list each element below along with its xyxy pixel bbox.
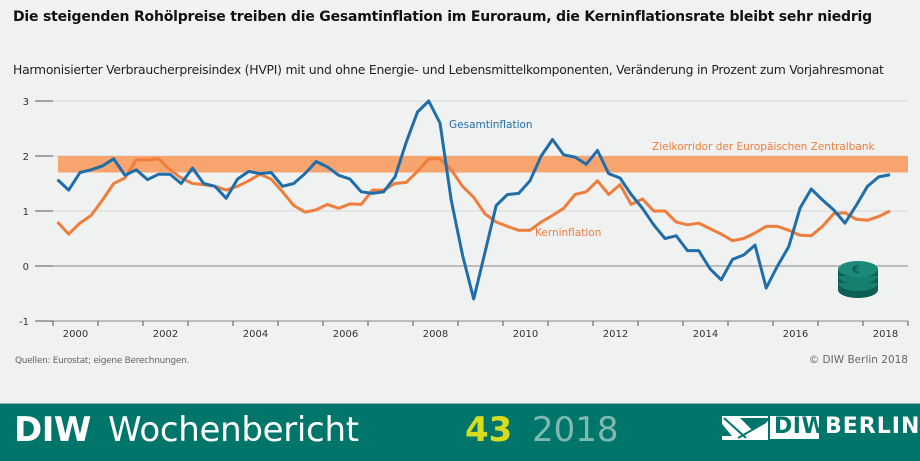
x-tick-label: 2012 xyxy=(603,329,628,340)
source-note: Quellen: Eurostat; eigene Berechnungen. xyxy=(15,356,190,366)
logo-diw-text: DIW xyxy=(774,414,827,439)
logo-diw-box: DIW xyxy=(770,414,826,439)
euro-coins-icon: € xyxy=(838,261,878,298)
series-label-gesamtinflation: Gesamtinflation xyxy=(449,119,533,131)
series-label-kerninflation: Kerninflation xyxy=(535,227,601,239)
y-tick-label: 0 xyxy=(23,262,29,273)
x-axis: 2000 2002 2004 2006 2008 2010 2012 2014 2016 2018 xyxy=(52,321,909,340)
band-label: Zielkorridor der Europäischen Zentralban… xyxy=(652,141,876,153)
x-tick-label: 2018 xyxy=(873,329,898,340)
issue-year: 2018 xyxy=(532,410,619,450)
copyright-note: © DIW Berlin 2018 xyxy=(808,354,908,366)
gridlines xyxy=(53,100,908,322)
x-tick-label: 2016 xyxy=(783,329,808,340)
y-tick-label: -1 xyxy=(19,317,29,328)
y-tick-label: 3 xyxy=(23,97,29,108)
envelope-logo-icon xyxy=(722,416,768,440)
x-tick-label: 2004 xyxy=(243,329,268,340)
y-axis: 3 2 1 0 -1 xyxy=(19,97,53,328)
brand-diw: DIW xyxy=(14,410,91,450)
y-tick-label: 1 xyxy=(23,207,29,218)
x-tick-label: 2006 xyxy=(333,329,358,340)
chart-title: Die steigenden Rohölpreise treiben die G… xyxy=(13,9,872,25)
footer-banner: DIW Wochenbericht 43 2018 DIW BERLIN xyxy=(0,403,920,461)
issue-number: 43 xyxy=(465,410,513,450)
target-band xyxy=(58,156,908,173)
x-tick-label: 2014 xyxy=(693,329,718,340)
brand-wochenbericht: Wochenbericht xyxy=(108,410,359,450)
logo-berlin-text: BERLIN xyxy=(825,414,920,439)
series-line-gesamtinflation xyxy=(56,99,891,301)
x-tick-label: 2000 xyxy=(63,329,88,340)
chart-subtitle: Harmonisierter Verbraucherpreisindex (HV… xyxy=(13,62,884,77)
x-tick-label: 2002 xyxy=(153,329,178,340)
y-tick-label: 2 xyxy=(23,152,29,163)
x-tick-label: 2010 xyxy=(513,329,538,340)
svg-text:€: € xyxy=(851,263,860,276)
series-line-kerninflation xyxy=(56,157,891,243)
x-tick-label: 2008 xyxy=(423,329,448,340)
